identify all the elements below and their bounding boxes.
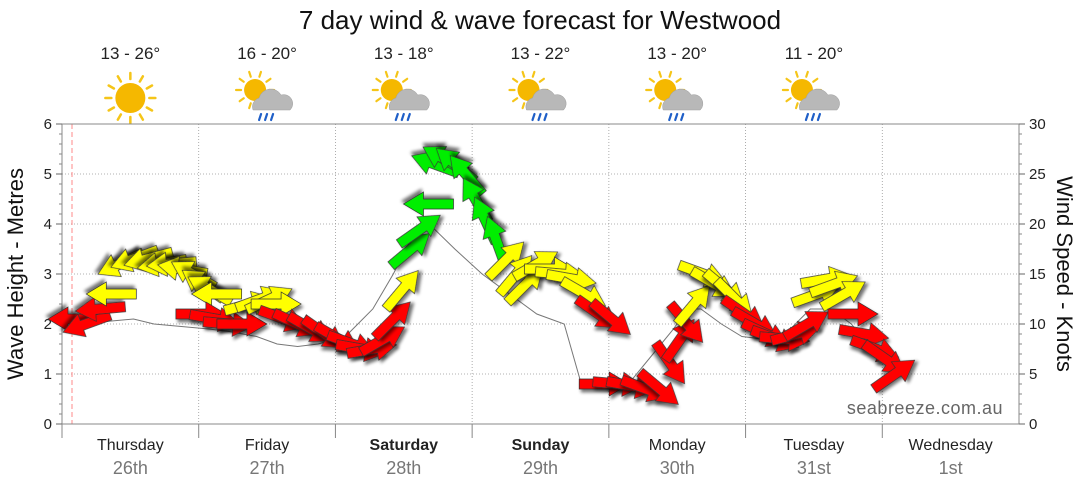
right-tick-label: 15 — [1029, 266, 1046, 283]
day-date: 29th — [523, 458, 558, 478]
wind-arrow — [673, 285, 710, 328]
day-name: Thursday — [97, 437, 164, 454]
right-tick-label: 25 — [1029, 166, 1046, 183]
temperature-labels: 13 - 26° 16 - 20° 13 - 18° 13 - 22° 13 - 20°… — [100, 44, 843, 63]
right-tick-label: 30 — [1029, 116, 1046, 133]
sun-cloud-rain-icon — [508, 70, 567, 122]
left-tick-label: 0 — [44, 416, 52, 433]
left-axis-label: Wave Height - Metres — [3, 168, 28, 380]
sun-cloud-rain-icon — [371, 70, 430, 122]
day-date: 28th — [386, 458, 421, 478]
day-date: 1st — [939, 458, 963, 478]
wind-arrow — [545, 267, 597, 293]
left-tick-label: 2 — [44, 316, 52, 333]
temp-range: 11 - 20° — [785, 44, 843, 63]
wind-arrow — [838, 322, 890, 348]
day-date: 30th — [660, 458, 695, 478]
wind-arrow — [395, 214, 441, 249]
left-tick-label: 1 — [44, 366, 52, 383]
weather-icons — [104, 70, 840, 125]
chart-title: 7 day wind & wave forecast for Westwood — [299, 5, 781, 35]
right-axis: 0 5 10 15 20 25 30 — [1019, 116, 1046, 433]
sun-icon — [104, 71, 157, 125]
day-labels: Thursday 26th Friday 27th Saturday 28th Sunday… — [61, 424, 993, 478]
wave-height-line — [71, 228, 893, 385]
right-tick-label: 0 — [1029, 416, 1037, 433]
right-tick-label: 5 — [1029, 366, 1037, 383]
watermark: seabreeze.com.au — [847, 398, 1003, 418]
day-name: Sunday — [512, 437, 570, 454]
right-tick-label: 20 — [1029, 216, 1046, 233]
temp-range: 13 - 18° — [374, 44, 434, 63]
day-name: Monday — [649, 437, 706, 454]
day-date: 26th — [113, 458, 148, 478]
right-tick-label: 10 — [1029, 316, 1046, 333]
wind-arrow — [370, 301, 411, 342]
right-axis-label: Wind Speed - Knots — [1052, 176, 1077, 372]
wind-arrow — [782, 311, 829, 342]
day-name: Wednesday — [909, 437, 993, 454]
sun-cloud-rain-icon — [234, 70, 294, 122]
left-tick-label: 5 — [44, 166, 52, 183]
day-date: 31st — [797, 458, 831, 478]
day-name: Tuesday — [784, 437, 845, 454]
temp-range: 16 - 20° — [237, 44, 297, 63]
wind-arrow — [74, 296, 127, 322]
left-axis: 0 1 2 3 4 5 6 — [44, 116, 62, 433]
left-tick-label: 3 — [44, 266, 52, 283]
sun-cloud-rain-icon — [645, 70, 704, 122]
wind-arrow — [827, 301, 879, 327]
wind-arrows — [47, 146, 916, 405]
wind-arrow — [190, 281, 242, 307]
wind-arrow — [636, 367, 679, 405]
day-name: Friday — [245, 437, 289, 454]
wind-arrow — [402, 191, 454, 217]
wind-arrow — [484, 241, 525, 282]
wind-arrow — [588, 297, 631, 335]
wind-arrow — [216, 311, 268, 337]
temp-range: 13 - 26° — [100, 44, 160, 63]
left-tick-label: 6 — [44, 116, 52, 133]
wind-arrow — [870, 359, 916, 394]
day-name: Saturday — [370, 437, 439, 454]
wind-arrow — [85, 281, 137, 307]
day-date: 27th — [250, 458, 285, 478]
temp-range: 13 - 20° — [647, 44, 707, 63]
sun-cloud-rain-icon — [781, 70, 840, 122]
left-tick-label: 4 — [44, 216, 52, 233]
temp-range: 13 - 22° — [511, 44, 571, 63]
wind-arrow — [381, 270, 419, 313]
